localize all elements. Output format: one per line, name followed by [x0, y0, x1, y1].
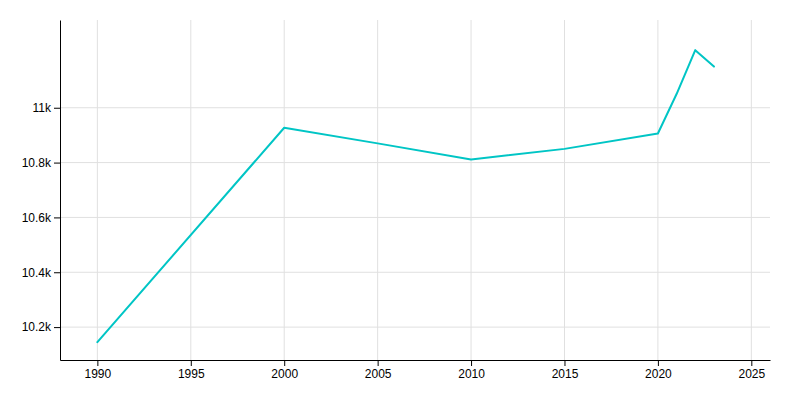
grid-line-x — [471, 20, 472, 360]
y-axis: 10.2k 10.4k 10.6k 10.8k 11k — [22, 21, 61, 361]
x-axis-tick-mark — [284, 360, 285, 366]
x-axis-tick: 2025 — [738, 360, 765, 381]
x-axis-tick: 2015 — [552, 360, 579, 381]
grid-line-x — [564, 20, 565, 360]
y-axis-tick-mark — [54, 108, 60, 109]
x-axis-tick-mark — [378, 360, 379, 366]
y-axis-tick: 10.6k — [22, 211, 60, 225]
x-axis: 1990 1995 2000 2005 2010 2015 2020 2025 — [61, 360, 771, 381]
y-axis-tick-mark — [54, 327, 60, 328]
y-axis-tick-label: 10.8k — [22, 156, 52, 170]
chart-container: 1990199520002005201020152020202510.2k10.… — [0, 0, 800, 400]
grid-line-y — [60, 217, 770, 218]
x-axis-tick: 2020 — [645, 360, 672, 381]
grid-line-x — [751, 20, 752, 360]
y-axis-tick-label: 10.6k — [22, 211, 52, 225]
grid-line-y — [60, 162, 770, 163]
y-axis-tick: 10.2k — [22, 320, 60, 334]
x-axis-tick-label: 2020 — [645, 367, 672, 381]
grid — [60, 20, 770, 360]
x-axis-tick-mark — [658, 360, 659, 366]
x-axis-tick-mark — [471, 360, 472, 366]
grid-line-y — [60, 272, 770, 273]
grid-line-x — [190, 20, 191, 360]
grid-line-y — [60, 107, 770, 108]
x-axis-tick-label: 1990 — [85, 367, 112, 381]
y-axis-tick-mark — [54, 217, 60, 218]
x-axis-tick-mark — [97, 360, 98, 366]
y-axis-tick-mark — [54, 272, 60, 273]
y-axis-tick: 10.4k — [22, 266, 60, 280]
y-axis-tick-mark — [54, 163, 60, 164]
x-axis-tick-label: 2025 — [738, 367, 765, 381]
y-axis-line — [60, 21, 61, 361]
grid-line-x — [284, 20, 285, 360]
y-axis-tick-label: 11k — [33, 101, 52, 115]
x-axis-tick: 1990 — [85, 360, 112, 381]
chart: 1990199520002005201020152020202510.2k10.… — [0, 0, 800, 400]
x-axis-tick-mark — [564, 360, 565, 366]
x-axis-tick-mark — [191, 360, 192, 366]
x-axis-tick: 1995 — [178, 360, 205, 381]
x-axis-tick-label: 2000 — [271, 367, 298, 381]
x-axis-tick: 2010 — [458, 360, 485, 381]
y-axis-tick: 10.8k — [22, 156, 60, 170]
plot-area — [97, 50, 714, 342]
y-axis-tick-label: 10.2k — [22, 320, 52, 334]
x-axis-tick-label: 2005 — [365, 367, 392, 381]
x-axis-tick-label: 1995 — [178, 367, 205, 381]
grid-line-x — [657, 20, 658, 360]
x-axis-tick: 2000 — [271, 360, 298, 381]
x-axis-tick-label: 2010 — [458, 367, 485, 381]
grid-line-x — [377, 20, 378, 360]
y-axis-tick-label: 10.4k — [22, 266, 52, 280]
x-axis-tick-label: 2015 — [552, 367, 579, 381]
y-axis-tick: 11k — [33, 101, 60, 115]
x-axis-tick: 2005 — [365, 360, 392, 381]
line — [97, 50, 714, 342]
grid-line-y — [60, 327, 770, 328]
grid-line-x — [97, 20, 98, 360]
x-axis-tick-mark — [751, 360, 752, 366]
x-axis-line — [61, 360, 771, 361]
